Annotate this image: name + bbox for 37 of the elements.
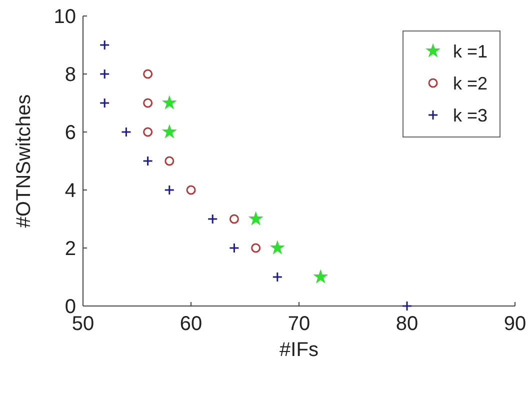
- point: [186, 185, 196, 195]
- legend-label: k =3: [453, 105, 488, 126]
- y-tick-label: 4: [64, 180, 76, 202]
- point: [99, 68, 110, 80]
- point: [248, 211, 264, 226]
- y-tick-label: 8: [64, 64, 76, 86]
- point: [143, 69, 153, 79]
- point: [162, 95, 177, 110]
- point: [99, 98, 110, 108]
- y-tick-label: 10: [54, 6, 76, 28]
- legend-label: k =2: [453, 73, 488, 94]
- x-tick-label: 60: [180, 313, 202, 335]
- point: [99, 40, 110, 50]
- point: [272, 272, 283, 282]
- x-tick-label: 90: [504, 313, 526, 335]
- y-tick-label: 2: [64, 238, 76, 260]
- point: [164, 184, 175, 196]
- point: [143, 127, 153, 137]
- y-tick-label: 6: [64, 122, 76, 144]
- point: [229, 214, 239, 224]
- point: [164, 156, 174, 166]
- x-tick-label: 70: [288, 313, 310, 335]
- x-tick-label: 50: [72, 313, 94, 335]
- point: [402, 300, 412, 312]
- x-tick-label: 80: [396, 313, 418, 335]
- legend-label: k =1: [453, 41, 488, 62]
- point: [251, 243, 261, 253]
- y-axis-title: #OTNSwitches: [13, 94, 35, 228]
- point: [270, 240, 285, 254]
- point: [142, 156, 154, 166]
- point: [313, 269, 328, 284]
- point: [143, 98, 153, 108]
- point: [162, 124, 177, 138]
- x-axis-title: #IFs: [280, 339, 318, 361]
- point: [207, 214, 218, 224]
- point: [120, 126, 132, 138]
- point: [228, 242, 240, 254]
